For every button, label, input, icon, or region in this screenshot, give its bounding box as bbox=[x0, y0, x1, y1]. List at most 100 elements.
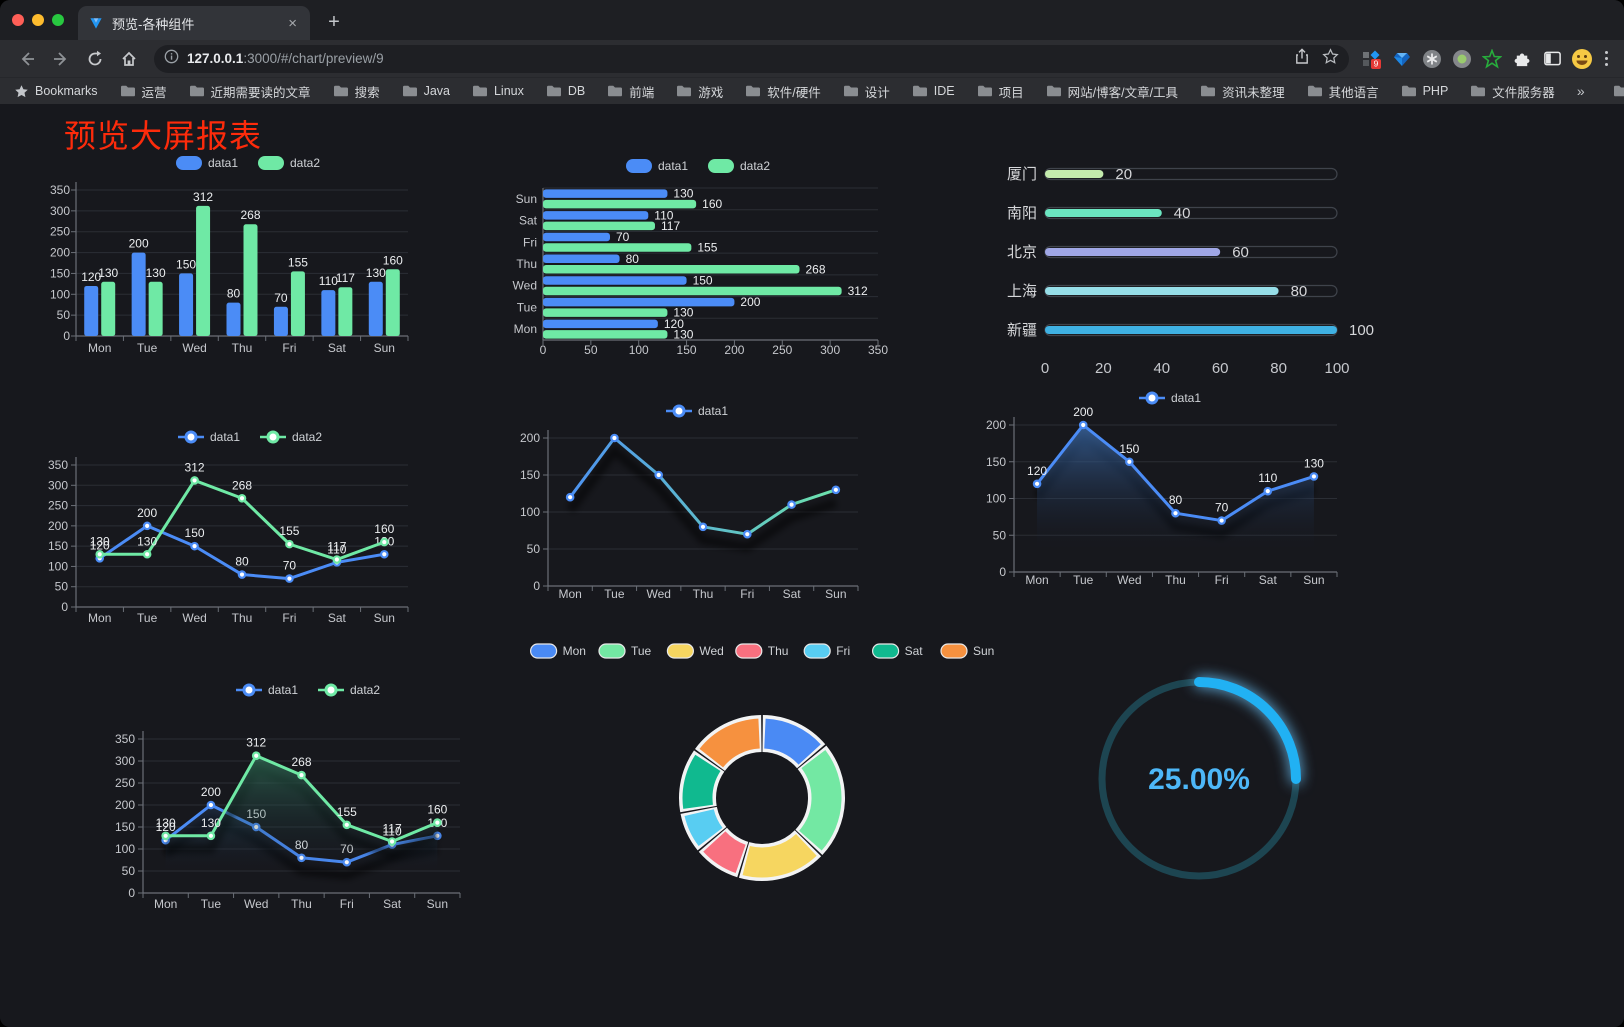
bookmark-folder[interactable]: 项目 bbox=[977, 82, 1024, 101]
bookmark-folder[interactable]: 游戏 bbox=[676, 82, 723, 101]
area-chart-dual: data1 data2 0 50 100 150 200 250 300 350 Mon Tue Wed… bbox=[100, 668, 520, 916]
page-title: 预览大屏报表 bbox=[64, 118, 263, 154]
svg-text:150: 150 bbox=[176, 257, 196, 271]
browser-toolbar: 127.0.0.1:3000/#/chart/preview/9 9 bbox=[0, 40, 1624, 77]
svg-text:0: 0 bbox=[1041, 360, 1049, 377]
bookmark-folder[interactable]: 其他语言 bbox=[1307, 82, 1379, 101]
side-panel-icon[interactable] bbox=[1539, 46, 1565, 72]
address-bar[interactable]: 127.0.0.1:3000/#/chart/preview/9 bbox=[154, 44, 1349, 73]
svg-text:155: 155 bbox=[337, 805, 357, 819]
svg-text:Fri: Fri bbox=[282, 341, 296, 355]
svg-text:Thu: Thu bbox=[232, 341, 253, 355]
bookmark-folder[interactable]: 运营 bbox=[120, 82, 167, 101]
svg-text:300: 300 bbox=[115, 754, 135, 768]
svg-text:Fri: Fri bbox=[340, 897, 354, 911]
close-window-icon[interactable] bbox=[12, 14, 24, 26]
back-icon[interactable] bbox=[13, 45, 41, 73]
svg-text:Sun: Sun bbox=[516, 192, 537, 206]
svg-text:70: 70 bbox=[616, 230, 630, 244]
svg-text:80: 80 bbox=[1169, 493, 1183, 507]
extensions-puzzle-icon[interactable] bbox=[1509, 46, 1535, 72]
extension-star-icon[interactable] bbox=[1479, 46, 1505, 72]
browser-tab[interactable]: 预览-各种组件 × bbox=[78, 6, 310, 40]
minimize-window-icon[interactable] bbox=[32, 14, 44, 26]
svg-text:20: 20 bbox=[1115, 166, 1132, 183]
svg-text:Tue: Tue bbox=[137, 341, 158, 355]
svg-text:350: 350 bbox=[50, 183, 70, 197]
svg-text:Sun: Sun bbox=[427, 897, 448, 911]
svg-text:data1: data1 bbox=[698, 404, 728, 418]
bookmark-folder[interactable]: 前端 bbox=[607, 82, 654, 101]
svg-text:Wed: Wed bbox=[1117, 573, 1141, 587]
bookmark-folder[interactable]: IDE bbox=[912, 84, 955, 98]
bookmark-folder[interactable]: PHP bbox=[1401, 84, 1448, 98]
svg-text:300: 300 bbox=[50, 204, 70, 218]
share-icon[interactable] bbox=[1294, 47, 1310, 70]
svg-text:50: 50 bbox=[57, 308, 71, 322]
svg-text:200: 200 bbox=[1073, 405, 1093, 419]
svg-text:新疆: 新疆 bbox=[1007, 322, 1037, 339]
svg-text:110: 110 bbox=[1258, 471, 1277, 485]
svg-text:Tue: Tue bbox=[1073, 573, 1094, 587]
svg-text:上海: 上海 bbox=[1007, 283, 1037, 300]
other-bookmarks-folder[interactable]: 其他书签 bbox=[1613, 82, 1624, 101]
url-text[interactable]: 127.0.0.1:3000/#/chart/preview/9 bbox=[187, 51, 384, 66]
bookmark-star-icon[interactable] bbox=[1322, 47, 1339, 70]
new-tab-button[interactable]: + bbox=[328, 10, 340, 33]
bookmarks-manager[interactable]: Bookmarks bbox=[14, 84, 98, 99]
svg-text:130: 130 bbox=[98, 266, 118, 280]
progress-bar-chart: 厦门 20 南阳 40 北京 60 上海 80 新疆 100 0 20 40 60 80 100 bbox=[992, 152, 1384, 382]
svg-text:130: 130 bbox=[673, 327, 693, 341]
extension-grid-icon[interactable]: 9 bbox=[1359, 46, 1385, 72]
svg-text:155: 155 bbox=[697, 241, 717, 255]
svg-text:Mon: Mon bbox=[88, 611, 111, 625]
svg-text:117: 117 bbox=[336, 271, 355, 285]
svg-text:350: 350 bbox=[868, 343, 888, 357]
svg-text:Fri: Fri bbox=[282, 611, 296, 625]
bookmark-folder[interactable]: 设计 bbox=[843, 82, 890, 101]
svg-text:117: 117 bbox=[661, 219, 680, 233]
svg-text:160: 160 bbox=[702, 197, 722, 211]
svg-text:0: 0 bbox=[533, 579, 540, 593]
svg-text:Tue: Tue bbox=[604, 587, 625, 601]
bookmark-folder[interactable]: 资讯未整理 bbox=[1200, 82, 1285, 101]
svg-text:100: 100 bbox=[520, 505, 540, 519]
svg-text:data1: data1 bbox=[1171, 391, 1201, 405]
svg-text:9: 9 bbox=[1374, 58, 1379, 68]
home-icon[interactable] bbox=[115, 45, 143, 73]
bookmark-folder[interactable]: Java bbox=[402, 84, 450, 98]
svg-text:Wed: Wed bbox=[182, 341, 206, 355]
svg-text:data1: data1 bbox=[658, 159, 688, 173]
forward-icon[interactable] bbox=[47, 45, 75, 73]
svg-text:150: 150 bbox=[520, 468, 540, 482]
bookmark-folder[interactable]: DB bbox=[546, 84, 585, 98]
svg-text:40: 40 bbox=[1153, 360, 1170, 377]
extension-dot-icon[interactable] bbox=[1449, 46, 1475, 72]
profile-avatar[interactable] bbox=[1569, 46, 1595, 72]
bookmark-folder[interactable]: 搜索 bbox=[333, 82, 380, 101]
svg-text:25.00%: 25.00% bbox=[1148, 763, 1250, 796]
svg-text:110: 110 bbox=[319, 274, 338, 288]
extension-gem-icon[interactable] bbox=[1389, 46, 1415, 72]
bookmark-folder[interactable]: 文件服务器 bbox=[1470, 82, 1555, 101]
svg-text:130: 130 bbox=[673, 306, 693, 320]
fullscreen-window-icon[interactable] bbox=[52, 14, 64, 26]
svg-text:150: 150 bbox=[50, 266, 70, 280]
tab-close-icon[interactable]: × bbox=[288, 14, 297, 32]
extension-asterisk-icon[interactable] bbox=[1419, 46, 1445, 72]
svg-text:200: 200 bbox=[740, 295, 760, 309]
bookmarks-overflow-chevron[interactable]: » bbox=[1576, 83, 1585, 99]
bookmark-folder[interactable]: 近期需要读的文章 bbox=[189, 82, 311, 101]
bookmarks-bar: Bookmarks 运营 近期需要读的文章 搜索 Java Linux DB 前端 游戏 软件/… bbox=[0, 77, 1624, 104]
svg-text:250: 250 bbox=[48, 499, 68, 513]
tab-title: 预览-各种组件 bbox=[112, 16, 195, 32]
reload-icon[interactable] bbox=[81, 45, 109, 73]
bookmark-folder[interactable]: 网站/博客/文章/工具 bbox=[1046, 82, 1178, 101]
site-info-icon[interactable] bbox=[164, 49, 179, 69]
bookmark-folder[interactable]: 软件/硬件 bbox=[745, 82, 821, 101]
bookmark-folder[interactable]: Linux bbox=[472, 84, 524, 98]
browser-menu-icon[interactable] bbox=[1605, 51, 1608, 66]
svg-text:厦门: 厦门 bbox=[1007, 166, 1037, 183]
svg-text:150: 150 bbox=[693, 273, 713, 287]
